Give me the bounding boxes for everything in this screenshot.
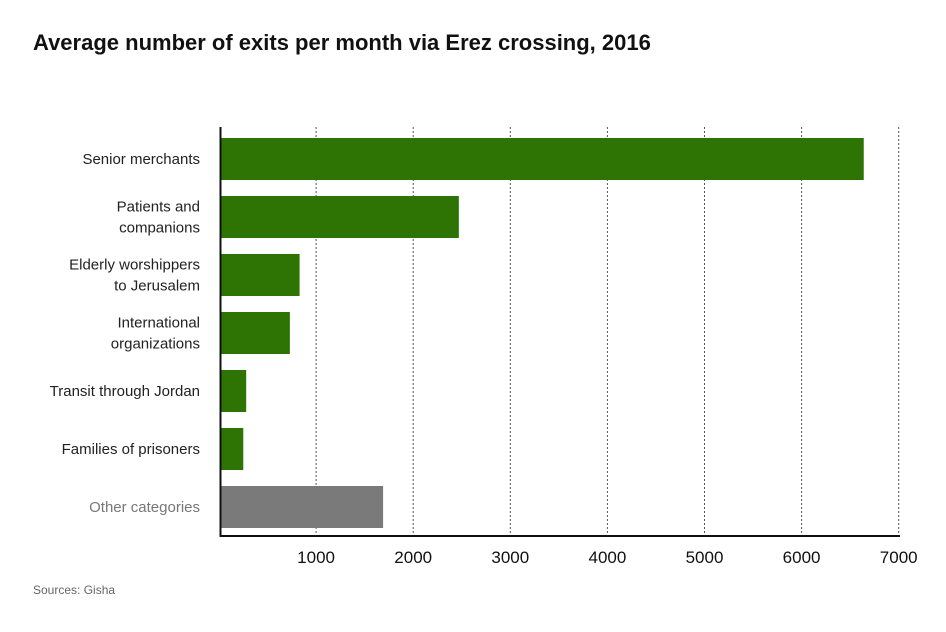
x-tick-label: 4000	[588, 548, 626, 567]
category-label: companions	[119, 220, 200, 237]
bar	[221, 312, 290, 354]
x-tick-label: 7000	[880, 548, 918, 567]
bar	[221, 370, 247, 412]
category-label: to Jerusalem	[114, 278, 200, 295]
bar	[221, 196, 459, 238]
x-tick-label: 6000	[783, 548, 821, 567]
category-label: Patients and	[117, 199, 200, 216]
chart-title: Average number of exits per month via Er…	[33, 30, 651, 55]
bar	[221, 428, 244, 470]
bar	[221, 254, 300, 296]
category-label: International	[117, 315, 200, 332]
x-tick-label: 2000	[394, 548, 432, 567]
x-tick-label: 5000	[686, 548, 724, 567]
category-label: Transit through Jordan	[50, 383, 200, 400]
source-note: Sources: Gisha	[33, 583, 116, 597]
category-label: Families of prisoners	[62, 441, 200, 458]
category-label: Other categories	[89, 499, 200, 516]
category-label: organizations	[111, 336, 200, 353]
category-label: Elderly worshippers	[69, 257, 200, 274]
category-label: Senior merchants	[82, 151, 200, 168]
x-tick-label: 3000	[491, 548, 529, 567]
bar	[221, 486, 384, 528]
x-tick-label: 1000	[297, 548, 335, 567]
bar	[221, 138, 864, 180]
